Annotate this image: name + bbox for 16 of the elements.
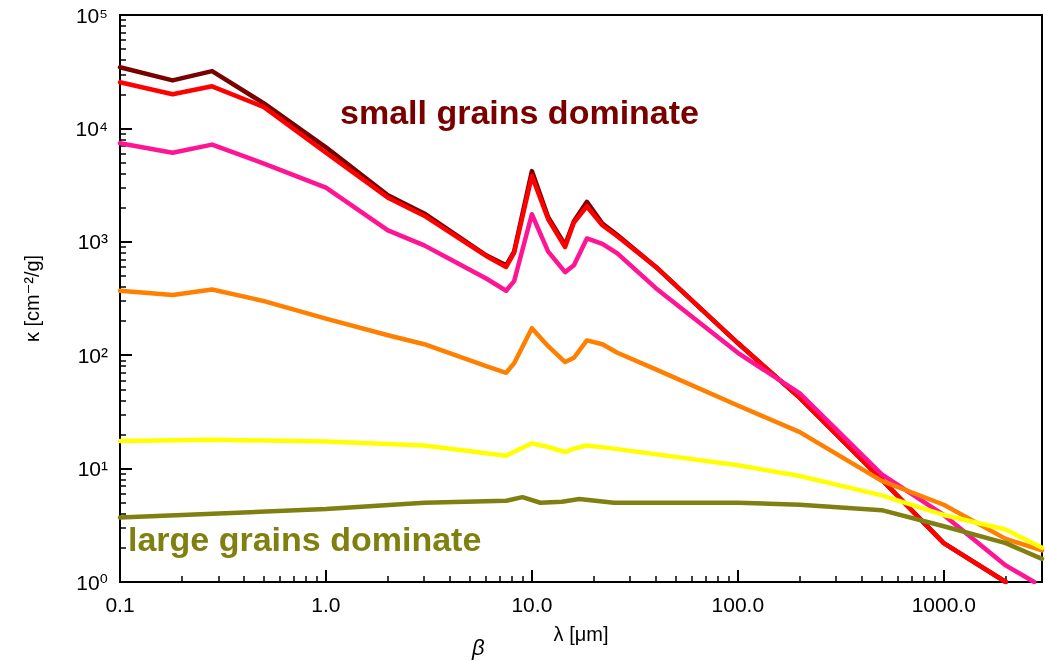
y-tick-label: 10³ (77, 230, 108, 254)
y-tick-label: 10⁰ (76, 570, 108, 594)
x-tick-label: 0.1 (105, 593, 135, 616)
x-tick-label: 1.0 (311, 593, 341, 616)
y-tick-label: 10² (77, 343, 108, 367)
x-tick-label: 10.0 (511, 593, 553, 616)
x-tick-label: 100.0 (711, 593, 765, 616)
x-axis-title: λ [μm] (553, 623, 609, 645)
y-tick-label: 10⁴ (75, 116, 108, 140)
x-tick-label: 1000.0 (911, 593, 976, 616)
annotation: large grains dominate (128, 520, 482, 558)
y-tick-label: 10¹ (77, 457, 108, 481)
y-axis-title: κ [cm⁻²/g] (21, 254, 43, 343)
annotation: small grains dominate (340, 93, 699, 131)
y-tick-label: 10⁵ (75, 3, 108, 27)
text: β (471, 634, 485, 660)
